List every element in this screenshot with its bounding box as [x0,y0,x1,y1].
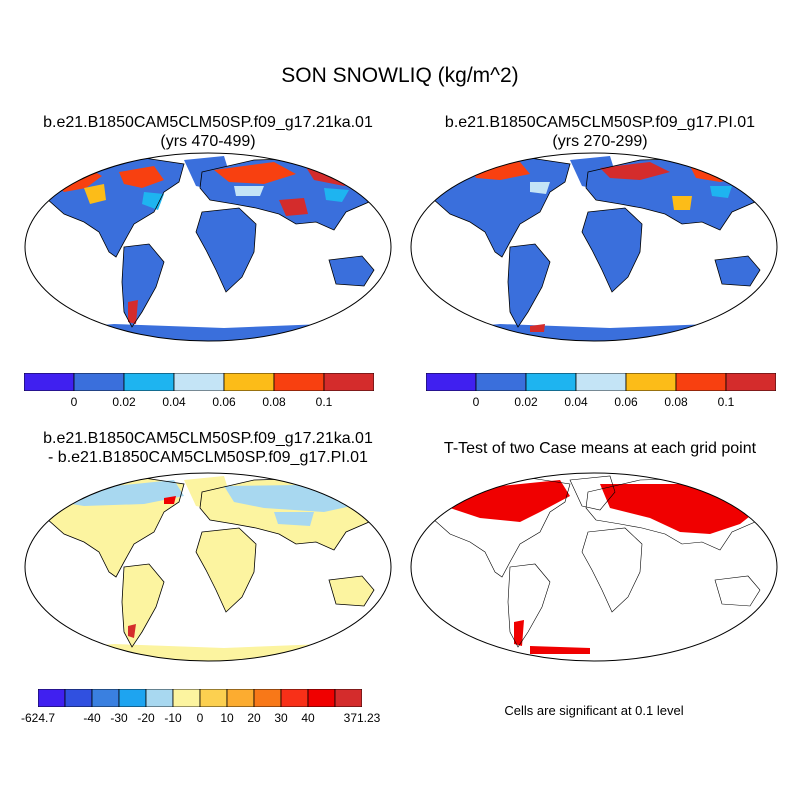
colorbar-top-right [426,373,776,391]
figure-title: SON SNOWLIQ (kg/m^2) [281,64,519,87]
cbar-label: 371.23 [343,711,381,725]
colorbar-top-right-labels: 0 0.02 0.04 0.06 0.08 0.1 [426,395,776,411]
cbar-label: 10 [220,711,234,725]
cbar-label: -40 [83,711,101,725]
cbar-label: -10 [164,711,182,725]
colorbar-swatch [226,689,255,707]
colorbar-top-right-svg [426,373,776,391]
panel1-map [24,152,392,342]
cbar-label: 40 [301,711,315,725]
ttest-note: Cells are significant at 0.1 level [504,703,684,718]
colorbar-swatch [273,373,325,391]
cbar-label: 0.1 [717,395,735,409]
cbar-label: -624.7 [20,711,56,725]
panel3-title-line2: - b.e21.B1850CAM5CLM50SP.f09_g17.PI.01 [48,449,368,466]
cbar-label: -30 [110,711,128,725]
panel4-title: T-Test of two Case means at each grid po… [400,439,800,458]
cbar-label: 0.06 [614,395,638,409]
panel1-title-line1: b.e21.B1850CAM5CLM50SP.f09_g17.21ka.01 [43,114,373,131]
colorbar-swatch [223,373,275,391]
colorbar-swatch [625,373,677,391]
cbar-label: 0.08 [664,395,688,409]
colorbar-swatch [173,373,225,391]
panel3-title-line1: b.e21.B1850CAM5CLM50SP.f09_g17.21ka.01 [43,430,373,447]
colorbar-top-left [24,373,374,391]
panel2-map [410,152,778,342]
map-border [24,152,392,342]
panel2-title-line1: b.e21.B1850CAM5CLM50SP.f09_g17.PI.01 [444,114,756,131]
colorbar-swatch [199,689,228,707]
colorbar-swatch [334,689,362,707]
panel3-map-svg [24,472,392,662]
cbar-label: 0.02 [514,395,538,409]
colorbar-swatch [675,373,727,391]
colorbar-swatch [525,373,577,391]
colorbar-diff [38,689,362,707]
colorbar-swatch [123,373,175,391]
colorbar-swatch [323,373,374,391]
colorbar-swatch [307,689,336,707]
colorbar-top-left-svg [24,373,374,391]
panel1-title: b.e21.B1850CAM5CLM50SP.f09_g17.21ka.01 (… [16,113,400,151]
cbar-label: 0 [70,395,78,409]
cbar-label: -20 [137,711,155,725]
panel4-map-svg [410,472,778,662]
colorbar-diff-labels: -624.7 -40 -30 -20 -10 0 10 20 30 40 371… [21,711,380,727]
panel4-title-line1: T-Test of two Case means at each grid po… [443,440,757,457]
cbar-label: 20 [247,711,261,725]
panel1-map-svg [24,152,392,342]
colorbar-swatch [725,373,776,391]
cbar-label: 0 [472,395,480,409]
colorbar-swatch [575,373,627,391]
panel4-map [410,472,778,662]
colorbar-swatch [118,689,147,707]
cbar-label: 0.02 [112,395,136,409]
panel2-map-svg [410,152,778,342]
colorbar-swatch [73,373,125,391]
cbar-label: 0.04 [564,395,588,409]
colorbar-swatch [38,689,66,707]
colorbar-swatch [172,689,201,707]
colorbar-swatch [24,373,75,391]
colorbar-swatch [280,689,309,707]
panel2-title-line2: (yrs 270-299) [552,133,648,150]
cbar-label: 0.04 [162,395,186,409]
panel3-title: b.e21.B1850CAM5CLM50SP.f09_g17.21ka.01 -… [16,429,400,467]
colorbar-diff-svg [38,689,362,707]
colorbar-swatch [475,373,527,391]
panel2-title: b.e21.B1850CAM5CLM50SP.f09_g17.PI.01 (yr… [400,113,800,151]
cbar-label: 0.06 [212,395,236,409]
colorbar-swatch [145,689,174,707]
cbar-label: 0.1 [315,395,333,409]
colorbar-swatch [64,689,93,707]
panel3-map [24,472,392,662]
cbar-label: 30 [274,711,288,725]
cbar-label: 0 [196,711,204,725]
panel1-title-line2: (yrs 470-499) [160,133,256,150]
colorbar-swatch [253,689,282,707]
cbar-label: 0.08 [262,395,286,409]
colorbar-swatch [426,373,477,391]
colorbar-swatch [91,689,120,707]
colorbar-top-left-labels: 0 0.02 0.04 0.06 0.08 0.1 [24,395,374,411]
